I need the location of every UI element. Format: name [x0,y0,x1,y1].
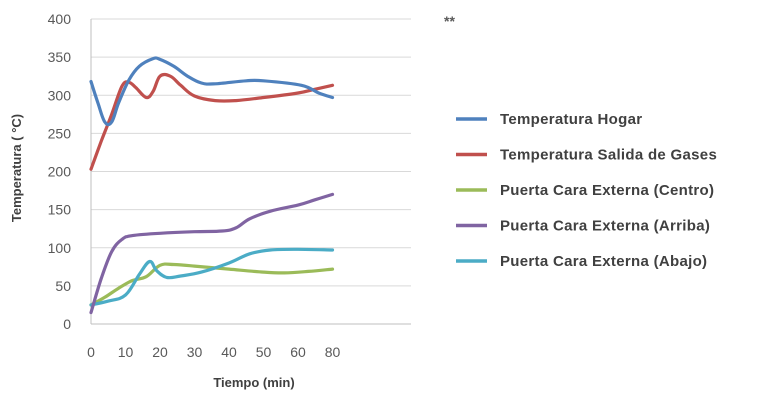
x-tick-60: 60 [290,344,306,360]
y-tick-150: 150 [48,202,72,218]
legend-label-temperatura-hogar: Temperatura Hogar [500,111,642,128]
x-tick-10: 10 [118,344,134,360]
x-tick-80: 80 [325,344,341,360]
x-tick-labels: 0 10 20 30 40 50 60 80 [87,344,340,360]
series-line-puerta-cara-externa-centro [89,262,335,307]
y-tick-300: 300 [48,87,72,103]
x-tick-30: 30 [187,344,203,360]
y-tick-250: 250 [48,125,72,141]
legend-label-temperatura-salida-de-gases: Temperatura Salida de Gases [500,147,717,164]
y-axis-title: Temperatura ( °C) [9,114,24,222]
axes [90,19,411,325]
legend: Temperatura Hogar Temperatura Salida de G… [456,111,717,270]
y-tick-50: 50 [55,278,71,294]
grid-lines [91,18,411,287]
y-tick-100: 100 [48,240,72,256]
legend-label-puerta-cara-externa-centro: Puerta Cara Externa (Centro) [500,182,714,199]
y-tick-labels: 0 50 100 150 200 250 300 350 400 [48,11,72,332]
legend-label-puerta-cara-externa-abajo: Puerta Cara Externa (Abajo) [500,253,707,270]
series-line-temperatura-hogar [89,56,335,127]
x-tick-50: 50 [256,344,272,360]
x-tick-40: 40 [221,344,237,360]
x-tick-20: 20 [152,344,168,360]
y-tick-400: 400 [48,11,72,27]
y-tick-0: 0 [63,316,71,332]
series-lines [89,56,335,315]
annotation-mark: ** [444,13,455,29]
x-axis-title: Tiempo (min) [213,375,294,390]
series-line-puerta-cara-externa-abajo [89,247,335,307]
legend-label-puerta-cara-externa-arriba: Puerta Cara Externa (Arriba) [500,218,710,235]
x-tick-0: 0 [87,344,95,360]
series-line-puerta-cara-externa-arriba [89,192,335,315]
y-tick-200: 200 [48,164,72,180]
series-line-temperatura-salida-de-gases [89,72,335,171]
y-tick-350: 350 [48,49,72,65]
